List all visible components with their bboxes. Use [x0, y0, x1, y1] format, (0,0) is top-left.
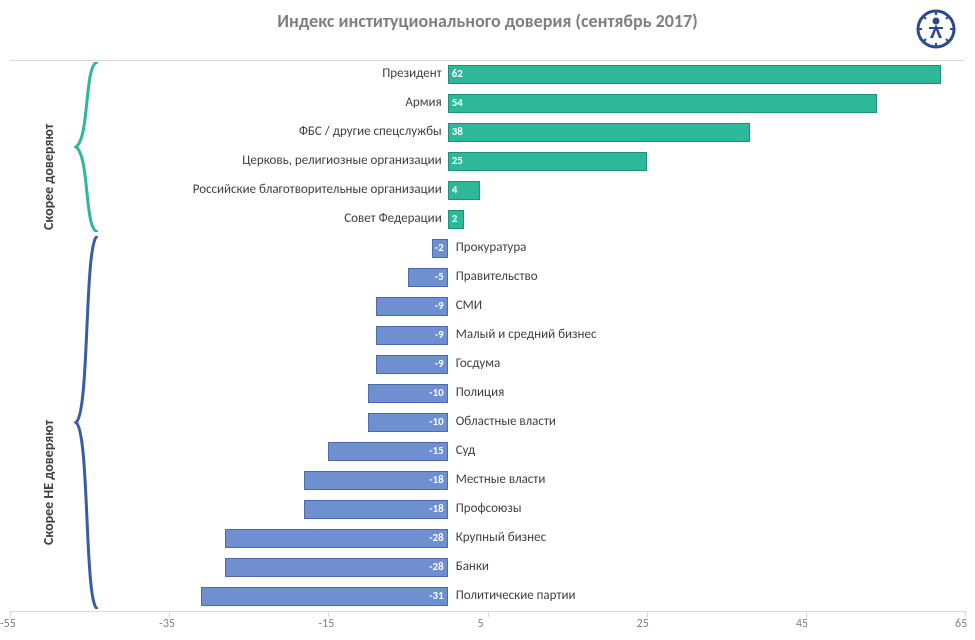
bar-row: -15 Суд: [0, 437, 975, 466]
bar-value: 25: [452, 154, 463, 167]
bar-positive: [448, 152, 647, 171]
category-label: Политические партии: [456, 588, 576, 603]
category-label: Профсоюзы: [456, 501, 522, 516]
x-tick: -35: [159, 617, 175, 631]
bar-row: -5 Правительство: [0, 263, 975, 292]
bar-value: -15: [429, 444, 444, 457]
x-tick: 65: [955, 617, 967, 631]
bar-row: 2 Совет Федерации: [0, 205, 975, 234]
category-label: Российские благотворительные организации: [193, 182, 442, 197]
bar-value: -10: [429, 386, 444, 399]
bar-value: 4: [452, 183, 458, 196]
bar-value: 2: [452, 212, 458, 225]
bar-value: -31: [429, 589, 444, 602]
category-label: Президент: [382, 66, 442, 81]
bar-positive: [448, 65, 941, 84]
x-tick: 45: [796, 617, 808, 631]
bar-row: 4 Российские благотворительные организаци…: [0, 176, 975, 205]
bar-value: 54: [452, 96, 463, 109]
category-label: СМИ: [456, 298, 482, 313]
group-brace: [70, 62, 100, 232]
x-tick: -15: [318, 617, 334, 631]
category-label: Армия: [405, 95, 441, 110]
bar-row: 25 Церковь, религиозные организации: [0, 147, 975, 176]
bar-negative: [201, 587, 448, 606]
bar-row: -18 Местные власти: [0, 466, 975, 495]
bar-negative: [304, 500, 447, 519]
category-label: Малый и средний бизнес: [456, 327, 597, 342]
bar-value: -28: [429, 531, 444, 544]
category-label: Банки: [456, 559, 489, 574]
bar-value: -10: [429, 415, 444, 428]
bar-row: -28 Крупный бизнес: [0, 524, 975, 553]
bar-value: 62: [452, 67, 463, 80]
x-tick: -55: [0, 617, 16, 631]
bar-value: -9: [435, 328, 444, 341]
bar-positive: [448, 123, 750, 142]
bar-positive: [448, 94, 878, 113]
bar-value: -9: [435, 357, 444, 370]
bar-row: -18 Профсоюзы: [0, 495, 975, 524]
plot-area: -55-35-15525456562Президент54Армия38ФБС …: [0, 60, 975, 615]
group-label-positive: Скорее доверяют: [40, 80, 57, 230]
category-label: Областные власти: [456, 414, 556, 429]
bar-value: 38: [452, 125, 463, 138]
bar-row: -9 Малый и средний бизнес: [0, 321, 975, 350]
bar-row: -10 Полиция: [0, 379, 975, 408]
category-label: Полиция: [456, 385, 505, 400]
bar-row: 38 ФБС / другие спецслужбы: [0, 118, 975, 147]
bar-row: -2 Прокуратура: [0, 234, 975, 263]
chart-title: Индекс институционального доверия (сентя…: [0, 10, 975, 32]
group-brace: [70, 236, 100, 609]
category-label: Суд: [456, 443, 476, 458]
bar-value: -28: [429, 560, 444, 573]
bar-value: -18: [429, 502, 444, 515]
logo-icon: [915, 8, 957, 50]
bar-value: -2: [435, 241, 444, 254]
category-label: Прокуратура: [456, 240, 527, 255]
bar-negative: [225, 558, 448, 577]
category-label: Госдума: [456, 356, 501, 371]
category-label: Местные власти: [456, 472, 546, 487]
group-label-negative: Скорее НЕ доверяют: [40, 285, 57, 545]
category-label: Церковь, религиозные организации: [242, 153, 442, 168]
bar-row: -31 Политические партии: [0, 582, 975, 611]
category-label: Крупный бизнес: [456, 530, 546, 545]
bar-row: -9 Госдума: [0, 350, 975, 379]
bar-row: -10 Областные власти: [0, 408, 975, 437]
bar-negative: [225, 529, 448, 548]
bar-row: -9 СМИ: [0, 292, 975, 321]
category-label: ФБС / другие спецслужбы: [299, 124, 442, 139]
x-tick: 5: [478, 617, 484, 631]
bar-negative: [304, 471, 447, 490]
bar-row: 62 Президент: [0, 60, 975, 89]
category-label: Правительство: [456, 269, 538, 284]
bar-row: -28 Банки: [0, 553, 975, 582]
bar-value: -5: [435, 270, 444, 283]
bar-value: -18: [429, 473, 444, 486]
x-tick: 25: [637, 617, 649, 631]
bar-value: -9: [435, 299, 444, 312]
bar-row: 54 Армия: [0, 89, 975, 118]
category-label: Совет Федерации: [344, 211, 442, 226]
trust-index-chart: Индекс институционального доверия (сентя…: [0, 0, 975, 640]
